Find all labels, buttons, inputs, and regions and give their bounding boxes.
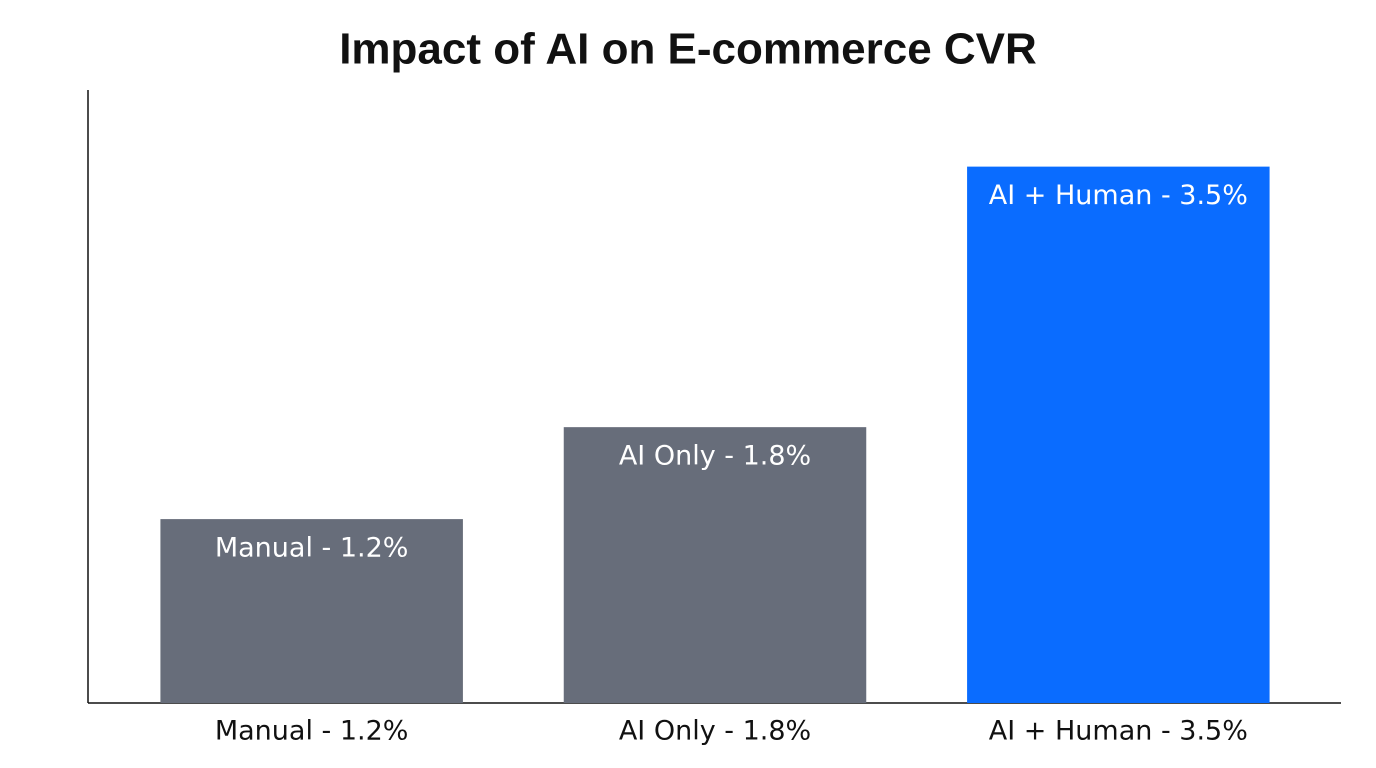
data-label: Manual - 1.2% (215, 533, 409, 564)
bar (967, 166, 1270, 703)
chart-title: Impact of AI on E-commerce CVR (339, 25, 1037, 74)
data-label: AI + Human - 3.5% (989, 180, 1248, 211)
bar (563, 427, 867, 703)
x-tick-label: Manual - 1.2% (215, 716, 409, 747)
x-tick-label: AI Only - 1.8% (619, 716, 811, 747)
x-tick-label: AI + Human - 3.5% (989, 716, 1248, 747)
data-label: AI Only - 1.8% (619, 441, 811, 472)
bar (160, 519, 463, 703)
